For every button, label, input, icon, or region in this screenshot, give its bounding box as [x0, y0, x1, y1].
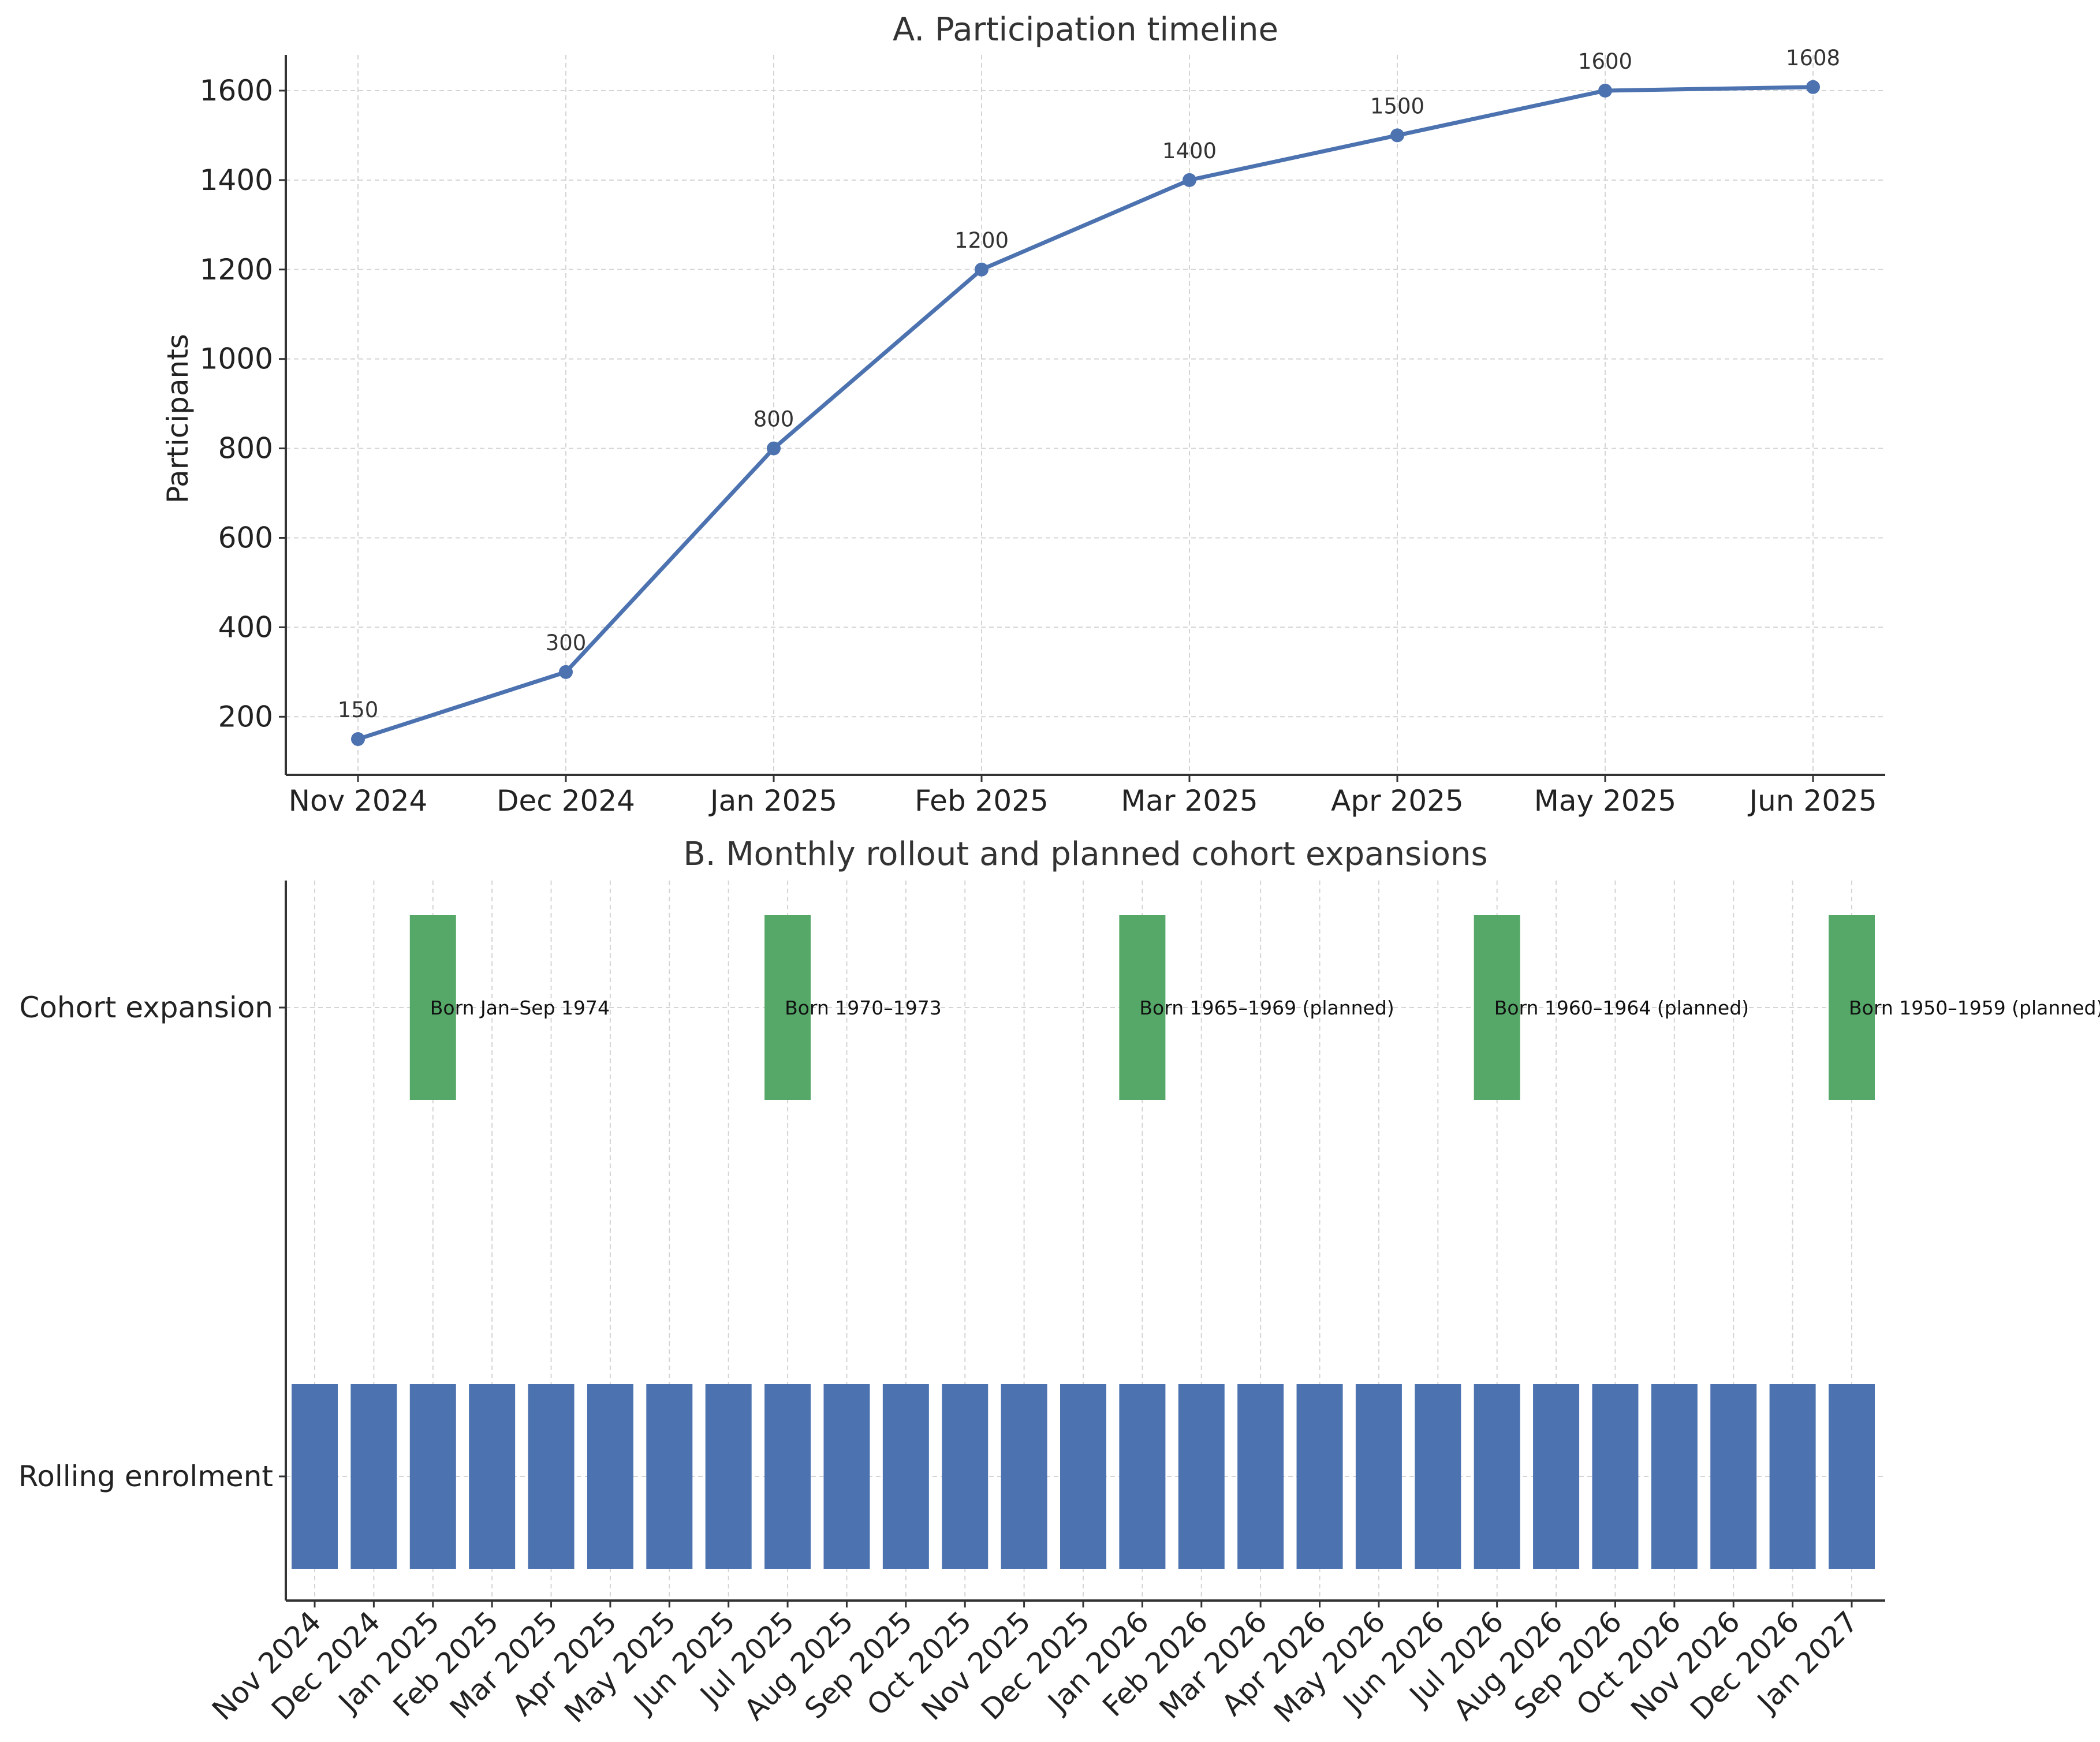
rollout-bar-dec-2025 [1060, 1384, 1106, 1569]
chart-a-data-label: 1608 [1786, 46, 1840, 70]
chart-a-data-point [1806, 80, 1820, 94]
chart-a-y-tick-label: 600 [218, 521, 273, 554]
expansion-label: Born Jan–Sep 1974 [430, 997, 610, 1019]
expansion-label: Born 1950–1959 (planned) [1849, 997, 2100, 1019]
rollout-bar-nov-2024 [292, 1384, 338, 1569]
chart-a-y-ticks: 200 400 600 800 1000 1200 1400 1600 [200, 74, 286, 733]
rollout-bar-jan-2027 [1829, 1384, 1875, 1569]
chart-a-series [357, 85, 1814, 741]
chart-a-x-tick-label: Jan 2025 [708, 784, 837, 818]
rollout-bar-dec-2026 [1769, 1384, 1816, 1569]
chart-b-axes [285, 881, 1885, 1602]
expansion-label: Born 1960–1964 (planned) [1494, 997, 1749, 1019]
rollout-bar-jan-2025 [409, 1384, 456, 1569]
expansion-bar-jan-2025 [409, 915, 456, 1100]
chart-a-y-tick-label: 800 [218, 432, 273, 465]
rollout-bar-oct-2026 [1651, 1384, 1698, 1569]
chart-b-expansion-bars [409, 915, 1875, 1100]
chart-a-x-tick-label: Nov 2024 [289, 784, 428, 818]
chart-a-data-label: 300 [546, 631, 587, 655]
chart-b-title: B. Monthly rollout and planned cohort ex… [683, 835, 1487, 873]
chart-a-x-tick-label: Jun 2025 [1747, 784, 1877, 818]
rollout-bar-dec-2024 [350, 1384, 397, 1569]
chart-participation-timeline: A. Participation timeline Participants 2… [161, 11, 1885, 818]
chart-b-y-ticks: Cohort expansion Rolling enrolment [18, 991, 286, 1493]
chart-a-data-point [559, 665, 573, 679]
chart-a-data-label: 800 [754, 407, 795, 432]
chart-a-x-ticks: Nov 2024 Dec 2024 Jan 2025 Feb 2025 Mar 2025… [289, 775, 1877, 818]
rollout-bar-mar-2026 [1237, 1384, 1284, 1569]
chart-a-data-point [351, 732, 365, 747]
chart-a-data-label: 1400 [1162, 139, 1217, 163]
chart-a-y-tick-label: 400 [218, 610, 273, 644]
rollout-bar-mar-2025 [528, 1384, 575, 1569]
chart-a-data-point [767, 441, 781, 456]
chart-b-row-label: Cohort expansion [19, 991, 273, 1024]
rollout-bar-jul-2025 [764, 1384, 811, 1569]
chart-a-title: A. Participation timeline [893, 11, 1278, 49]
expansion-label: Born 1970–1973 [785, 997, 942, 1019]
rollout-bar-sep-2026 [1592, 1384, 1639, 1569]
chart-b-row-label: Rolling enrolment [18, 1460, 273, 1493]
chart-a-data-point [1390, 128, 1404, 143]
chart-a-gridlines [286, 55, 1885, 775]
chart-monthly-rollout: B. Monthly rollout and planned cohort ex… [18, 835, 2100, 1729]
chart-a-x-tick-label: Apr 2025 [1331, 784, 1464, 818]
rollout-bar-may-2026 [1355, 1384, 1402, 1569]
chart-a-x-tick-label: Feb 2025 [915, 784, 1049, 818]
rollout-bar-jun-2026 [1415, 1384, 1461, 1569]
chart-a-axes [285, 55, 1885, 776]
rollout-bar-jun-2025 [705, 1384, 752, 1569]
expansion-bar-jan-2026 [1119, 915, 1166, 1100]
chart-a-data-label: 150 [338, 697, 379, 722]
rollout-bar-nov-2026 [1710, 1384, 1757, 1569]
chart-a-y-axis-label: Participants [161, 334, 195, 503]
chart-a-x-tick-label: Mar 2025 [1121, 784, 1258, 818]
expansion-bar-jul-2025 [764, 915, 811, 1100]
rollout-bar-apr-2025 [587, 1384, 633, 1569]
chart-a-data-label: 1500 [1370, 94, 1424, 118]
chart-a-y-tick-label: 1400 [200, 163, 273, 197]
chart-a-y-tick-label: 1200 [200, 253, 273, 286]
rollout-bar-nov-2025 [1001, 1384, 1047, 1569]
rollout-bar-feb-2026 [1178, 1384, 1225, 1569]
chart-a-y-tick-label: 1600 [200, 74, 273, 107]
expansion-bar-jul-2026 [1474, 915, 1520, 1100]
chart-a-x-tick-label: Dec 2024 [497, 784, 635, 818]
chart-a-y-tick-label: 1000 [200, 342, 273, 376]
rollout-bar-jul-2026 [1474, 1384, 1520, 1569]
rollout-bar-apr-2026 [1296, 1384, 1343, 1569]
rollout-bar-jan-2026 [1119, 1384, 1166, 1569]
chart-a-data-point [1598, 83, 1612, 98]
chart-b-expansion-labels: Born Jan–Sep 1974 Born 1970–1973 Born 1965… [430, 997, 2100, 1019]
chart-a-y-tick-label: 200 [218, 700, 273, 733]
chart-a-data-point [1183, 173, 1196, 187]
chart-a-data-label: 1200 [954, 228, 1009, 253]
chart-a-data-point [975, 262, 989, 277]
rollout-bar-oct-2025 [942, 1384, 989, 1569]
chart-a-points [351, 80, 1820, 747]
chart-a-point-labels: 150 300 800 1200 1400 1500 1600 1608 [338, 46, 1840, 722]
rollout-bar-sep-2025 [882, 1384, 929, 1569]
rollout-bar-aug-2025 [823, 1384, 870, 1569]
chart-a-data-label: 1600 [1578, 49, 1632, 74]
chart-a-series-line [357, 85, 1814, 741]
rollout-bar-aug-2026 [1533, 1384, 1580, 1569]
rollout-bar-may-2025 [646, 1384, 693, 1569]
chart-b-rollout-bars [292, 1384, 1875, 1569]
expansion-bar-jan-2027 [1829, 915, 1875, 1100]
expansion-label: Born 1965–1969 (planned) [1139, 997, 1394, 1019]
rollout-bar-feb-2025 [469, 1384, 516, 1569]
chart-a-x-tick-label: May 2025 [1534, 784, 1677, 818]
